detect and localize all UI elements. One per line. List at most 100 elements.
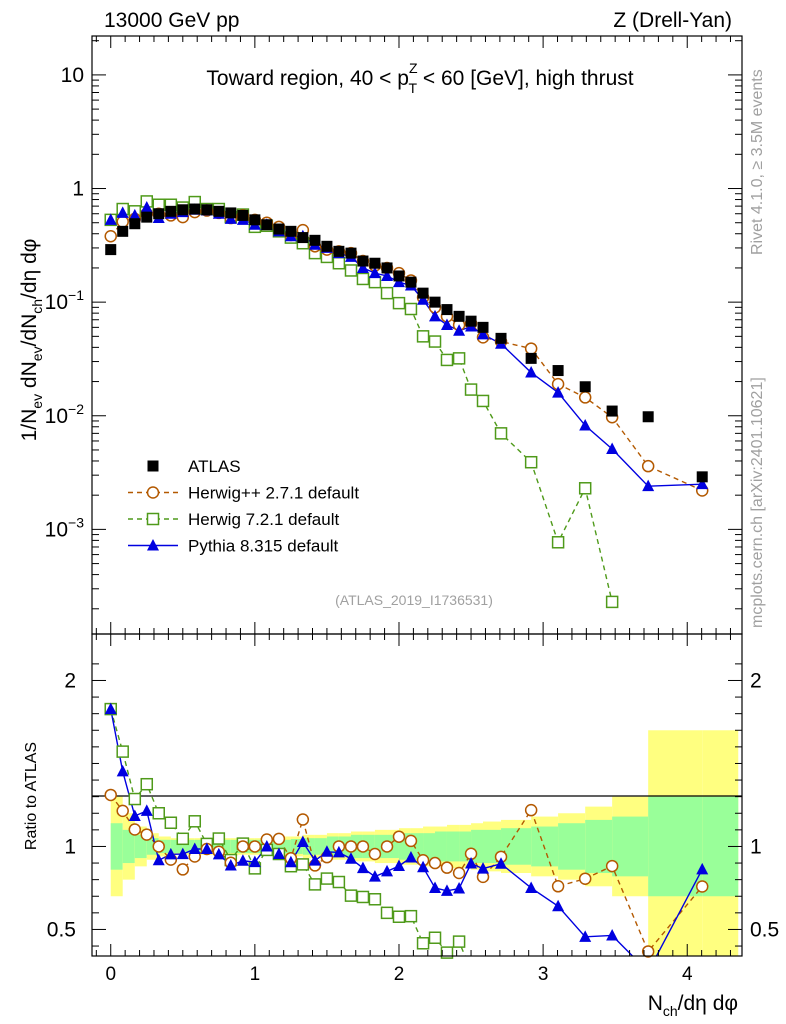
atlas-point [201, 204, 213, 216]
ratio-y-tick-label-right: 2 [750, 669, 762, 692]
herwig7-ratio-point [128, 792, 142, 806]
band-inner-bin [459, 831, 472, 862]
pythia-ratio-point [104, 702, 117, 715]
herwigpp-ratio-point [152, 840, 165, 853]
band-inner-bin [446, 831, 460, 862]
pythia-ratio-point [140, 804, 153, 816]
herwigpp-point [524, 342, 538, 355]
pythia-point [579, 419, 592, 431]
pythia-ratio-point [579, 930, 592, 942]
pythia-ratio-point [284, 855, 297, 868]
atlas-point [141, 211, 153, 223]
atlas-point [165, 205, 177, 217]
legend-marker-atlas [147, 460, 159, 472]
x-tick-label: 4 [682, 964, 693, 985]
herwig7-ratio-point [356, 890, 370, 904]
herwig7-point [578, 482, 592, 495]
herwigpp-ratio-point [641, 945, 655, 958]
herwig7-point [332, 256, 346, 270]
atlas-point [177, 204, 189, 216]
atlas-point [321, 240, 333, 252]
ratio-y-tick-label: 2 [64, 669, 76, 692]
pythia-ratio-point [381, 864, 394, 877]
herwigpp-point [104, 230, 117, 243]
herwig7-point [428, 335, 442, 348]
atlas-point [117, 225, 129, 237]
pythia-ratio-point [212, 847, 225, 860]
atlas-point [261, 219, 273, 231]
pythia-ratio-point [176, 847, 189, 860]
pythia-point [429, 309, 442, 322]
herwig7-ratio-point [188, 815, 202, 828]
ratio-y-tick-label-right: 0.5 [750, 918, 779, 941]
pythia-point [696, 477, 709, 490]
pythia-ratio-point [344, 852, 357, 864]
atlas-point [213, 205, 225, 217]
herwig7-ratio-point [452, 935, 466, 948]
pythia-ratio-point [696, 862, 709, 875]
herwig7-ratio-point [212, 832, 226, 845]
x-axis-label: Nch/dη dφ [648, 992, 738, 1019]
legend: ATLAS Herwig++ 2.7.1 default Herwig 7.2.1 … [128, 457, 359, 556]
pythia-ratio-point [152, 853, 165, 866]
side-label-rivet: Rivet 4.1.0, ≥ 3.5M events [749, 69, 766, 255]
atlas-point [369, 257, 381, 269]
pythia-ratio-point [417, 860, 430, 873]
herwigpp-ratio-point [176, 863, 190, 876]
legend-label-pythia: Pythia 8.315 default [188, 537, 339, 556]
band-inner-bin [290, 838, 303, 854]
pythia-ratio-point [440, 884, 453, 896]
atlas-point [696, 471, 708, 483]
herwigpp-ratio-point [440, 861, 454, 874]
herwig7-point [368, 275, 382, 289]
band-inner-bin [182, 839, 195, 854]
herwig7-point [494, 427, 508, 440]
atlas-point [393, 270, 405, 282]
main-y-tick-label: 1 [72, 178, 84, 201]
main-y-tick-label: 10−3 [45, 514, 85, 541]
herwigpp-point [578, 391, 592, 404]
pythia-point [453, 324, 466, 336]
atlas-point [465, 315, 477, 327]
pythia-ratio-point [356, 861, 369, 874]
header-process: Z (Drell-Yan) [613, 9, 732, 32]
pythia-ratio-point [236, 854, 249, 866]
herwig7-ratio-point [296, 858, 310, 871]
legend-label-herwig7: Herwig 7.2.1 default [188, 510, 339, 529]
herwig7-ratio-point [392, 910, 406, 924]
atlas-point [357, 255, 369, 267]
pythia-ratio-point [296, 835, 309, 847]
herwigpp-ratio-point [605, 859, 619, 873]
pythia-ratio-point [404, 851, 417, 863]
main-y-tick-label: 10−1 [45, 287, 85, 314]
herwigpp-ratio-point [368, 847, 382, 861]
pythia-ratio-point [392, 859, 405, 871]
herwig7-point [551, 536, 565, 549]
herwig7-point [380, 286, 394, 300]
pythia-point [356, 261, 369, 273]
pythia-point [552, 386, 565, 398]
ratio-frame [91, 633, 743, 957]
header-energy: 13000 GeV pp [104, 9, 239, 32]
atlas-point [642, 411, 654, 423]
herwigpp-ratio-point [128, 823, 142, 836]
band-inner-bin [435, 831, 447, 862]
ratio-y-tick-label: 1 [64, 835, 76, 858]
ratio-panel: 0 1 2 3 4 0.5 0.5 1 1 2 2 [47, 633, 779, 985]
atlas-point [453, 310, 465, 322]
pythia-point [525, 366, 538, 378]
ratio-y-tick-label: 0.5 [47, 918, 76, 941]
pythia-ratio-point [164, 847, 177, 860]
atlas-point [153, 208, 165, 220]
pythia-ratio-point [128, 809, 141, 821]
band-inner-bin [170, 839, 183, 854]
atlas-point [429, 296, 441, 308]
atlas-point [129, 218, 141, 230]
x-tick-label: 1 [250, 964, 261, 985]
herwigpp-ratio-point [428, 856, 442, 870]
atlas-point [495, 332, 507, 344]
pythia-ratio-point [525, 881, 538, 893]
herwig7-ratio-point [404, 909, 418, 923]
herwig7-ratio-point [152, 807, 165, 820]
pythia-point [368, 266, 381, 279]
